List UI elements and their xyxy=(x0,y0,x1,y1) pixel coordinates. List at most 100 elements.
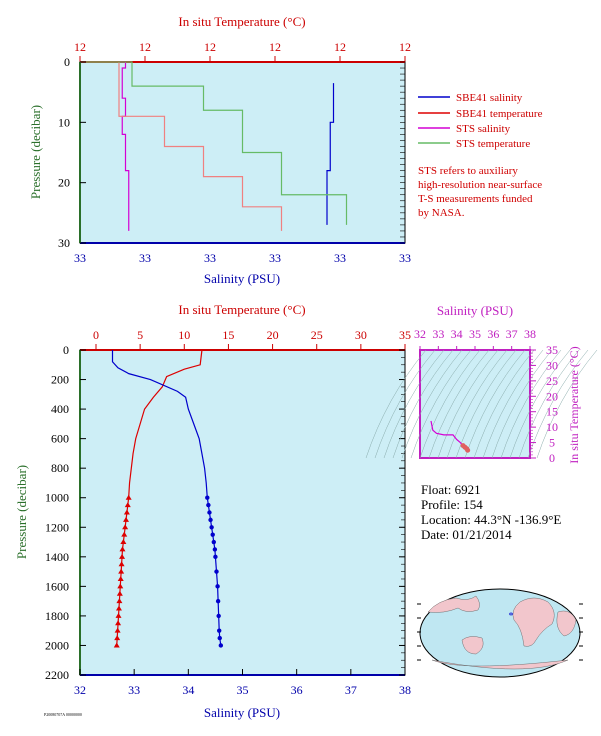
salinity-tick-label: 38 xyxy=(399,683,411,697)
date: Date: 01/21/2014 xyxy=(421,527,512,542)
salinity-marker xyxy=(216,613,221,619)
ts-salinity-tick-label: 33 xyxy=(432,327,444,341)
density-contour xyxy=(383,349,445,459)
salinity-tick-label: 35 xyxy=(237,683,249,697)
salinity-tick-label: 33 xyxy=(399,251,411,265)
temperature-marker xyxy=(115,620,122,626)
ts-density-contours xyxy=(365,349,598,459)
density-contour xyxy=(419,349,481,459)
salinity-marker xyxy=(209,525,214,530)
salinity-marker xyxy=(217,635,222,641)
pressure-tick-label: 2200 xyxy=(45,668,69,682)
top-panel-salinity-tick-labels: 33 33 33 33 33 33 xyxy=(74,251,411,265)
legend: SBE41 salinity SBE41 temperature STS sal… xyxy=(418,92,543,150)
location: Location: 44.3°N -136.9°E xyxy=(421,512,562,527)
ts-salinity-axis-title: Salinity (PSU) xyxy=(437,303,513,318)
main-panel: In situ Temperature (°C) 0 5 10 15 20 25 30 35 … xyxy=(14,302,411,720)
ts-plot-area xyxy=(419,349,531,459)
salinity-marker xyxy=(215,584,220,589)
pressure-tick-label: 20 xyxy=(58,176,70,190)
world-map: * xyxy=(417,588,583,678)
salinity-marker xyxy=(212,547,218,552)
top-panel-pressure-tick-labels: 0 10 20 30 xyxy=(58,55,405,250)
salinity-marker xyxy=(205,495,210,500)
temperature-marker xyxy=(113,642,120,648)
series-line-sts-temperature xyxy=(80,61,348,225)
temp-tick-label: 12 xyxy=(399,40,411,54)
profile-number: Profile: 154 xyxy=(421,497,483,512)
pressure-tick-label: 200 xyxy=(51,373,69,387)
legend-label-sts-temperature: STS temperature xyxy=(456,138,530,150)
ts-temperature-tick-label: 5 xyxy=(549,436,555,450)
temperature-marker xyxy=(116,590,123,596)
sts-note-line: by NASA. xyxy=(418,207,465,219)
pressure-tick-label: 1400 xyxy=(45,550,69,564)
top-panel: In situ Temperature (°C) 12 12 12 12 12 12 01… xyxy=(28,14,411,286)
map-land-asia xyxy=(427,595,480,613)
density-contour xyxy=(410,349,472,459)
salinity-tick-label: 33 xyxy=(128,683,140,697)
salinity-tick-label: 33 xyxy=(204,251,216,265)
density-contour xyxy=(518,349,580,459)
temp-tick-label: 12 xyxy=(204,40,216,54)
top-panel-series xyxy=(80,61,348,231)
density-contour xyxy=(374,349,436,459)
ts-temperature-tick-label: 30 xyxy=(546,358,558,372)
temp-tick-label: 12 xyxy=(334,40,346,54)
temp-tick-label: 35 xyxy=(399,328,411,342)
series-line-sbe41-salinity xyxy=(326,83,335,225)
footer-code: P20080707A 00000000 xyxy=(44,712,82,717)
temp-tick-label: 25 xyxy=(311,328,323,342)
legend-label-sbe41-temperature: SBE41 temperature xyxy=(456,108,543,120)
density-contour xyxy=(455,349,517,459)
salinity-tick-label: 33 xyxy=(334,251,346,265)
temp-tick-label: 0 xyxy=(93,328,99,342)
salinity-tick-label: 32 xyxy=(74,683,86,697)
main-panel-pressure-axis-title: Pressure (decibar) xyxy=(14,465,29,559)
map-land-antarctica xyxy=(431,659,569,670)
ts-temperature-tick-label: 15 xyxy=(546,405,558,419)
main-panel-temp-axis-title: In situ Temperature (°C) xyxy=(178,302,305,317)
pressure-tick-label: 1200 xyxy=(45,520,69,534)
top-panel-pressure-axis-title: Pressure (decibar) xyxy=(28,105,43,199)
salinity-marker xyxy=(217,628,222,633)
salinity-tick-label: 34 xyxy=(182,683,194,697)
temp-tick-label: 12 xyxy=(139,40,151,54)
salinity-marker xyxy=(214,569,219,574)
pressure-tick-label: 0 xyxy=(64,55,70,69)
temperature-marker xyxy=(115,605,122,611)
density-contour xyxy=(509,349,571,459)
map-land-australia xyxy=(461,636,484,655)
legend-label-sbe41-salinity: SBE41 salinity xyxy=(456,92,523,104)
temperature-marker xyxy=(118,568,125,574)
ts-profile-point xyxy=(465,447,471,453)
map-land-americas xyxy=(512,597,555,647)
temperature-marker xyxy=(123,516,130,522)
temperature-marker xyxy=(119,546,126,552)
temperature-marker xyxy=(122,524,129,530)
density-contour xyxy=(527,349,589,459)
ts-temperature-tick-label: 35 xyxy=(546,343,558,357)
pressure-tick-label: 30 xyxy=(58,236,70,250)
salinity-tick-label: 36 xyxy=(291,683,303,697)
legend-label-sts-salinity: STS salinity xyxy=(456,123,511,135)
ts-temperature-tick-label: 10 xyxy=(546,420,558,434)
series-line-sts-salinity xyxy=(119,61,130,231)
salinity-marker xyxy=(208,517,213,523)
salinity-marker xyxy=(207,510,212,515)
pressure-tick-label: 1600 xyxy=(45,579,69,593)
salinity-tick-label: 33 xyxy=(139,251,151,265)
ts-temperature-tick-label: 0 xyxy=(549,451,555,465)
temperature-marker xyxy=(119,553,126,559)
ts-temperature-tick-label: 20 xyxy=(546,389,558,403)
density-contour xyxy=(392,349,454,459)
float-number: Float: 6921 xyxy=(421,482,481,497)
density-contour xyxy=(401,349,463,459)
density-contour xyxy=(365,349,427,459)
density-contour xyxy=(437,349,499,459)
density-contour xyxy=(482,349,544,459)
ts-salinity-tick-label: 32 xyxy=(414,327,426,341)
